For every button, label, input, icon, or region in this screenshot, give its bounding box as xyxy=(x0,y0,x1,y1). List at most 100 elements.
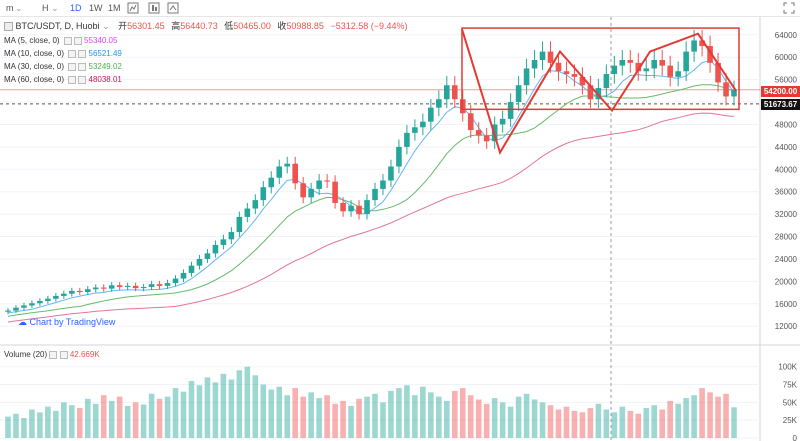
volume-bar xyxy=(244,366,251,438)
fullscreen-icon[interactable] xyxy=(783,2,795,14)
settings-icon[interactable] xyxy=(68,62,77,71)
candle-body xyxy=(579,76,586,86)
candle-body xyxy=(707,46,713,63)
chevron-down-icon[interactable]: ⌄ xyxy=(51,3,59,13)
low-label: 低 xyxy=(224,21,234,31)
settings-icon[interactable] xyxy=(49,350,58,359)
settings-icon[interactable] xyxy=(68,49,77,58)
close-icon[interactable] xyxy=(59,350,68,359)
volume-bar xyxy=(675,403,681,438)
price-tick-label: 60000 xyxy=(775,53,798,62)
candle-body xyxy=(92,287,99,290)
toolbar: m ⌄ H ⌄ 1D 1W 1M xyxy=(0,0,800,17)
ma10-legend[interactable]: MA (10, close, 0) 56521.49 xyxy=(4,48,122,59)
dropdown-icon[interactable]: ⌄ xyxy=(102,21,110,31)
interval-1d[interactable]: 1D xyxy=(70,3,82,13)
high-value: 56440.73 xyxy=(180,21,218,31)
volume-bar xyxy=(372,393,378,438)
watermark-text: Chart by TradingView xyxy=(29,317,116,327)
price-tag-lower: 51673.67 xyxy=(761,99,800,110)
price-tick-label: 20000 xyxy=(775,277,798,286)
volume-bar xyxy=(539,402,546,438)
close-icon[interactable] xyxy=(78,49,87,58)
volume-bar xyxy=(100,395,107,438)
volume-bar xyxy=(332,403,338,438)
candle-body xyxy=(380,180,386,189)
volume-bar xyxy=(69,405,75,438)
candle-body xyxy=(45,298,51,301)
volume-bar xyxy=(388,390,394,438)
volume-bar xyxy=(53,410,59,438)
volume-bar xyxy=(124,405,131,438)
volume-bar xyxy=(436,396,442,438)
interval-minute[interactable]: m xyxy=(6,3,14,13)
volume-bar xyxy=(5,416,11,438)
ma5-legend[interactable]: MA (5, close, 0) 55340.05 xyxy=(4,35,117,46)
chevron-down-icon[interactable]: ⌄ xyxy=(15,3,23,13)
volume-bar xyxy=(483,403,490,438)
candle-body xyxy=(308,188,314,198)
settings-icon[interactable] xyxy=(63,36,72,45)
volume-bar xyxy=(276,386,283,438)
compare-icon[interactable] xyxy=(167,2,179,14)
volume-bar xyxy=(252,375,259,438)
candle-body xyxy=(388,166,394,181)
indicators-icon[interactable] xyxy=(127,2,139,14)
volume-bar xyxy=(21,418,27,438)
chart-type-icon[interactable] xyxy=(148,2,160,14)
interval-1w[interactable]: 1W xyxy=(89,3,103,13)
candle-body xyxy=(675,71,681,77)
settings-icon[interactable] xyxy=(68,75,77,84)
volume-bar xyxy=(13,413,19,438)
tradingview-watermark[interactable]: ☁ Chart by TradingView xyxy=(18,317,115,328)
volume-bar xyxy=(691,395,697,438)
close-icon[interactable] xyxy=(78,62,87,71)
candle-body xyxy=(77,290,83,293)
candle-body xyxy=(396,146,402,167)
candle-body xyxy=(571,74,578,77)
volume-bar xyxy=(308,392,314,438)
volume-bar xyxy=(707,392,713,438)
price-tag-upper: 54200.00 xyxy=(761,86,800,97)
volume-bar xyxy=(603,409,610,438)
candle-body xyxy=(499,118,506,125)
volume-bar xyxy=(579,412,586,438)
interval-hour[interactable]: H xyxy=(42,3,49,13)
ma60-legend[interactable]: MA (60, close, 0) 48038.01 xyxy=(4,74,122,85)
volume-bar xyxy=(196,385,203,438)
volume-bar xyxy=(300,396,306,438)
volume-bar xyxy=(340,400,346,438)
open-value: 56301.45 xyxy=(127,21,165,31)
volume-bar xyxy=(156,398,163,438)
volume-bar xyxy=(172,388,179,438)
symbol-title: BTC/USDT, D, Huobi xyxy=(15,21,100,31)
candle-body xyxy=(5,310,11,312)
collapse-icon[interactable] xyxy=(4,22,13,32)
close-icon[interactable] xyxy=(78,75,87,84)
candle-body xyxy=(651,60,658,69)
volume-tick-label: 50K xyxy=(783,398,798,407)
volume-bar xyxy=(715,396,721,438)
candle-body xyxy=(276,166,283,178)
price-tick-label: 48000 xyxy=(775,120,798,129)
candle-body xyxy=(404,132,410,147)
interval-1m[interactable]: 1M xyxy=(108,3,121,13)
volume-bar xyxy=(236,370,243,438)
ma60-path xyxy=(7,112,735,323)
volume-bar xyxy=(643,408,650,438)
ma30-legend[interactable]: MA (30, close, 0) 53249.02 xyxy=(4,61,122,72)
volume-bar xyxy=(268,389,275,438)
symbol-header: BTC/USDT, D, Huobi ⌄ 开56301.45 高56440.73… xyxy=(4,21,408,32)
volume-bar xyxy=(555,409,562,438)
candle-body xyxy=(204,253,211,259)
close-icon[interactable] xyxy=(73,36,82,45)
volume-bar xyxy=(92,403,99,438)
volume-legend[interactable]: Volume (20) 42.669K xyxy=(4,349,100,360)
volume-bar xyxy=(292,388,298,438)
volume-bar xyxy=(204,377,211,438)
volume-tick-label: 75K xyxy=(783,381,798,390)
candle-body xyxy=(116,285,123,287)
candle-body xyxy=(531,60,538,69)
candle-body xyxy=(563,71,570,75)
